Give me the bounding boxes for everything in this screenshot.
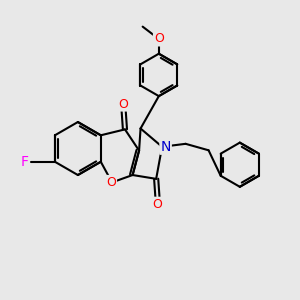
Text: O: O	[118, 98, 128, 111]
Text: O: O	[106, 176, 116, 189]
Text: O: O	[154, 32, 164, 46]
Text: O: O	[153, 198, 163, 211]
Text: N: N	[160, 140, 171, 154]
Text: F: F	[21, 155, 29, 169]
